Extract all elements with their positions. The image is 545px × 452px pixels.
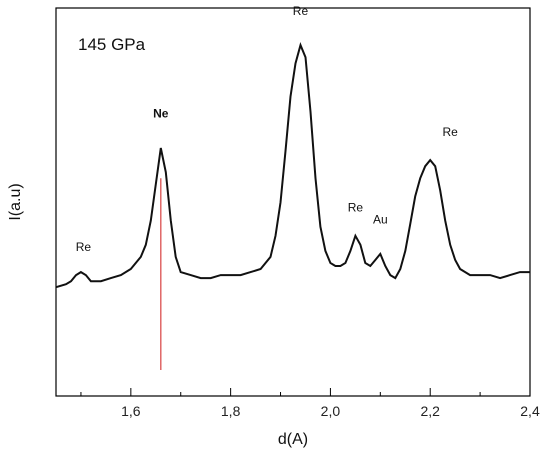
peak-label-re: Re [348, 201, 364, 215]
x-axis-ticks: 1,6 1,8 2,0 2,2 2,4 [80, 388, 540, 419]
peak-label-au: Au [373, 213, 388, 227]
peak-label-re: Re [442, 125, 458, 139]
x-tick-label: 1,8 [221, 403, 241, 419]
peak-label-ne: Ne [153, 107, 169, 121]
peak-label-re: Re [76, 240, 92, 254]
x-axis-title: d(A) [278, 431, 308, 448]
x-tick-label: 1,6 [121, 403, 141, 419]
x-tick-label: 2,2 [420, 403, 440, 419]
plot-frame [55, 7, 531, 397]
pressure-label: 145 GPa [78, 35, 146, 54]
y-axis-title: I(a.u) [7, 183, 24, 220]
x-tick-label: 2,4 [520, 403, 540, 419]
peak-labels: Re Ne Re Re Au Re [76, 4, 458, 254]
peak-label-re: Re [293, 4, 309, 18]
x-tick-label: 2,0 [321, 403, 341, 419]
diffraction-curve [55, 42, 530, 289]
